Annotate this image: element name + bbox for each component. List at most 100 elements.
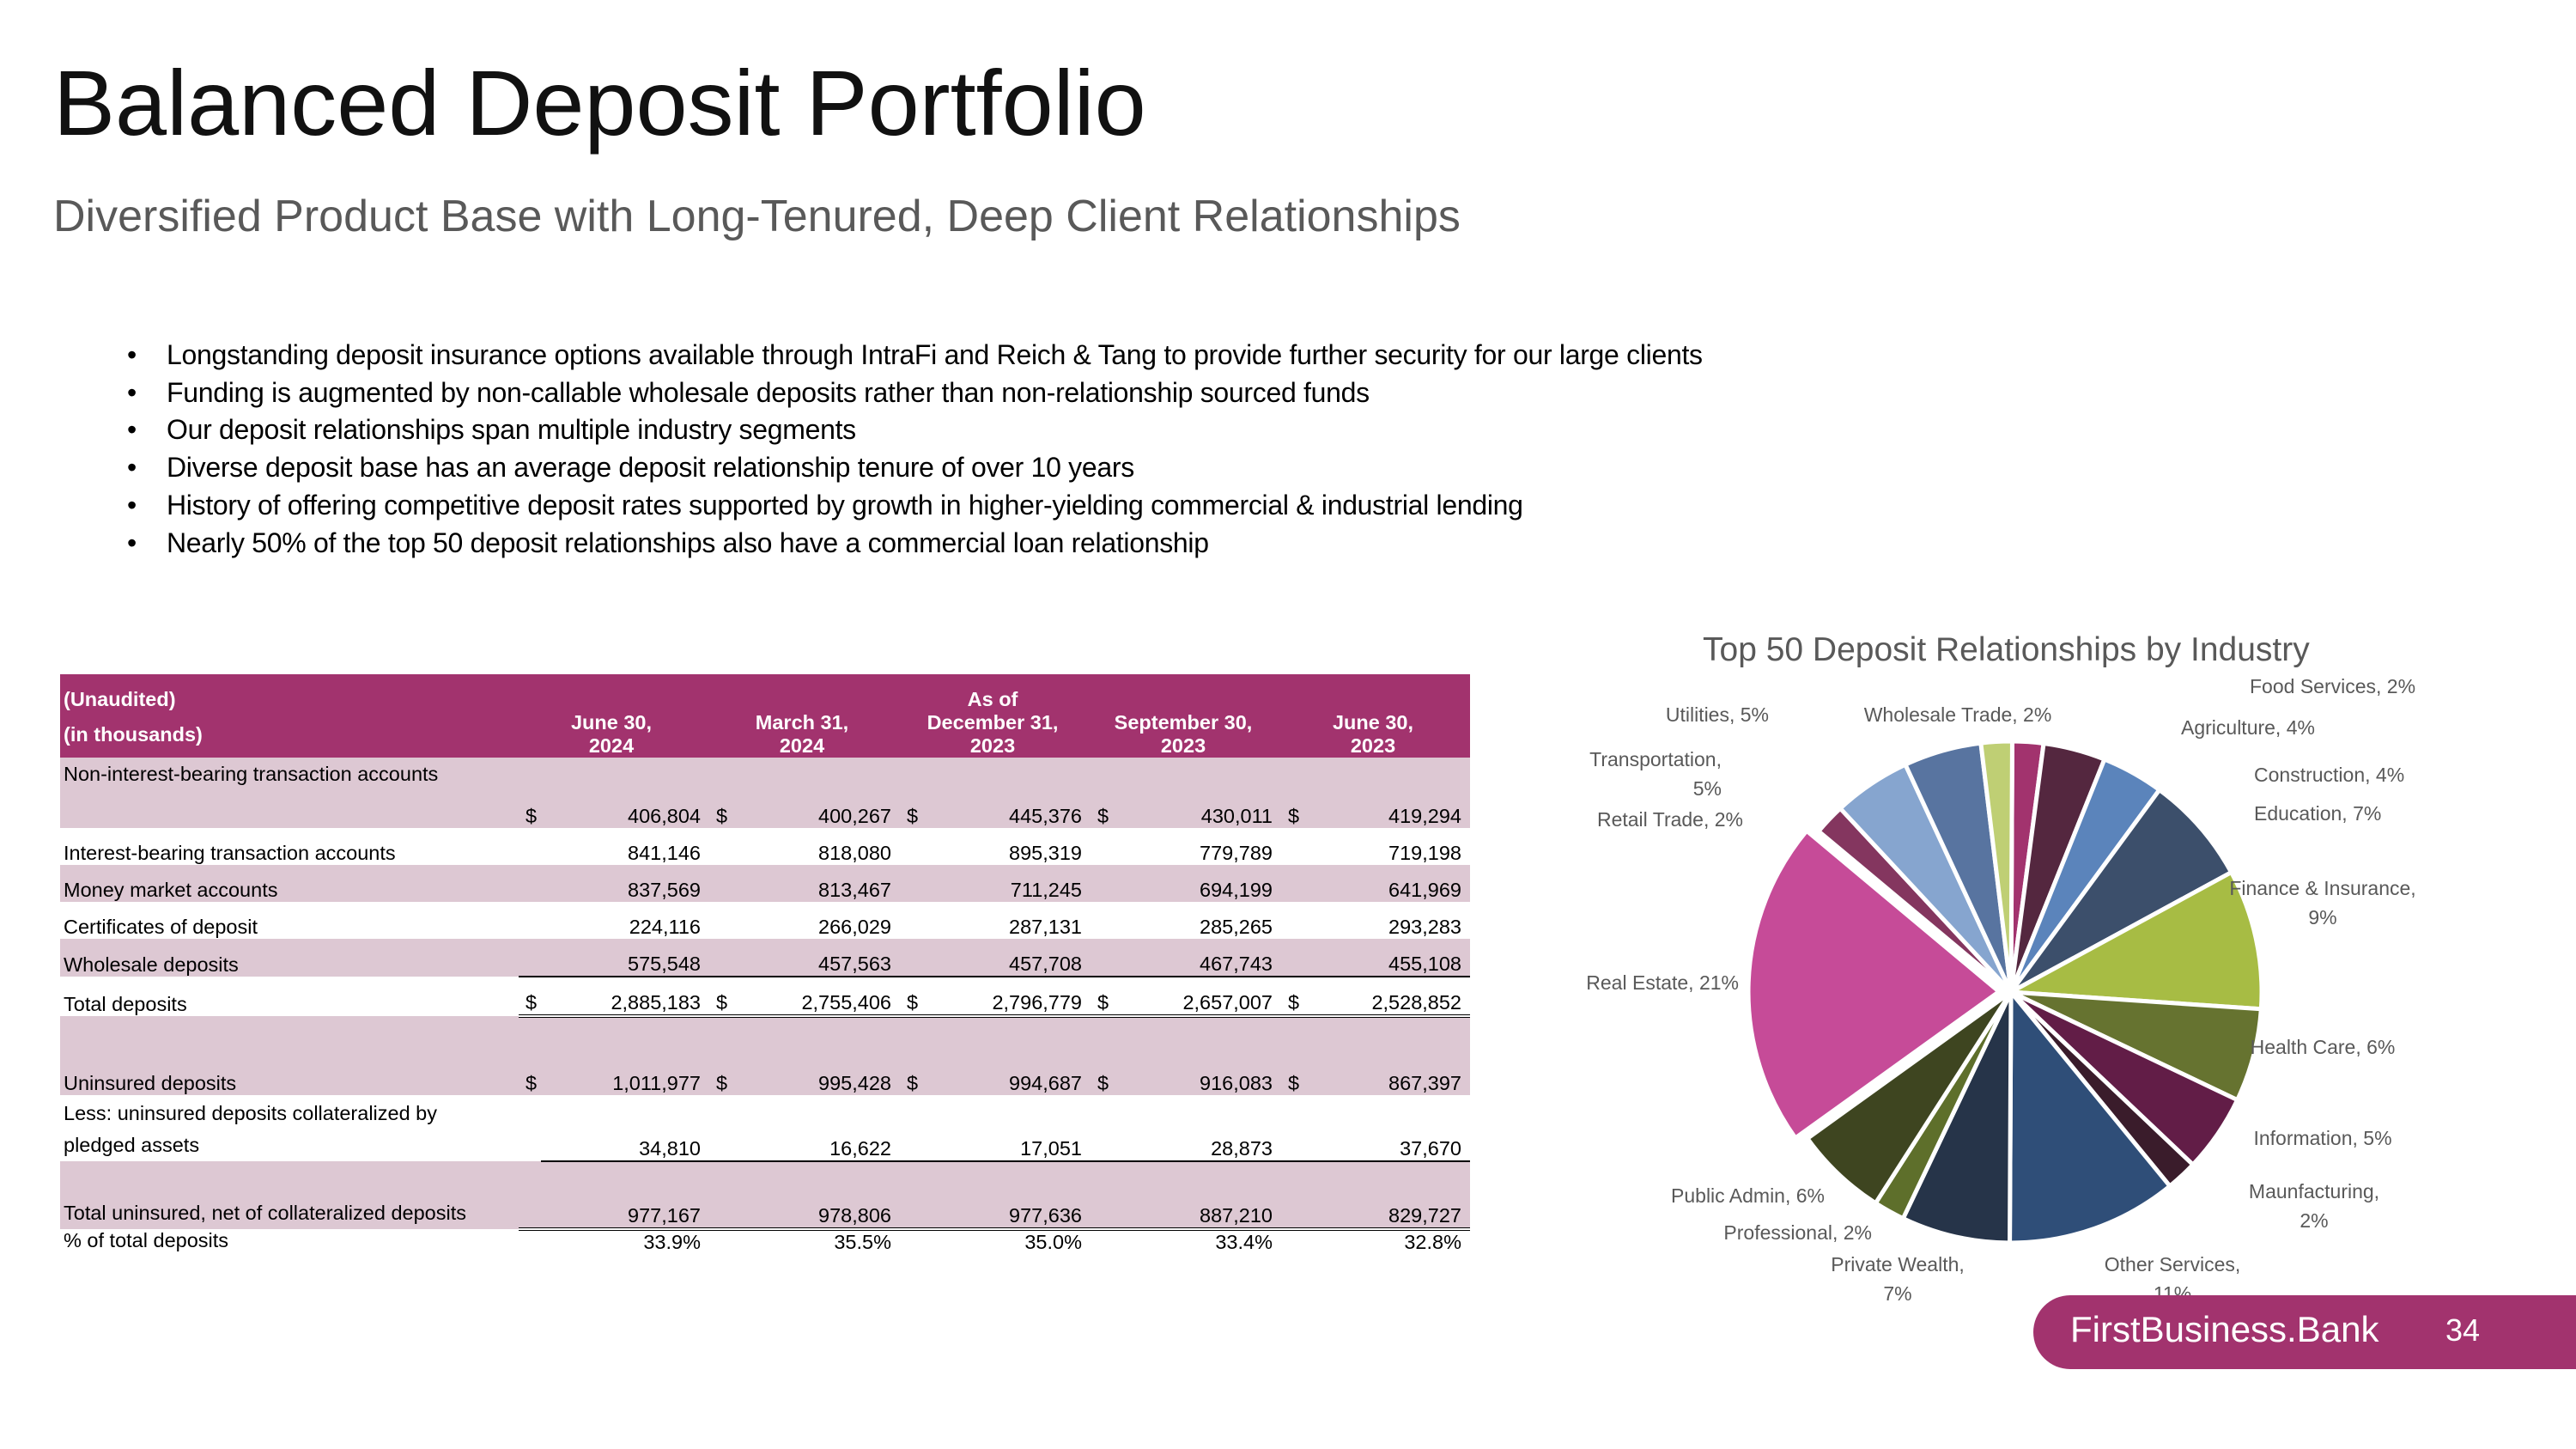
row-label: Uninsured deposits (60, 1016, 519, 1095)
slice-label: Wholesale Trade, 2% (1864, 703, 2052, 726)
bullet-list: Longstanding deposit insurance options a… (127, 337, 1703, 562)
pie-slice (1978, 739, 2014, 993)
cell-value: 813,467 (732, 865, 900, 902)
cell-value: 430,011 (1113, 758, 1281, 828)
cell-value: 457,563 (732, 939, 900, 977)
cell-value: 293,283 (1388, 916, 1461, 938)
dollar-sign: $ (1091, 758, 1113, 828)
bullet-item: History of offering competitive deposit … (127, 487, 1703, 525)
pie-slice (1804, 989, 2014, 1207)
pie-slice (2003, 869, 2264, 1012)
table-row: Money market accounts 837,569 813,467 71… (60, 865, 1470, 902)
footer-bar: FirstBusiness.Bank 34 (2033, 1295, 2576, 1369)
row-label: Non-interest-bearing transaction account… (60, 758, 519, 828)
table-row: Wholesale deposits 575,548 457,563 457,7… (60, 939, 1470, 977)
cell-value: 895,319 (1009, 842, 1082, 864)
bullet-item: Diverse deposit base has an average depo… (127, 449, 1703, 487)
cell-value: 1,011,977 (541, 1016, 709, 1095)
cell-value: 977,636 (922, 1161, 1091, 1231)
page-number: 34 (2445, 1312, 2481, 1348)
slice-label: Information, 5% (2253, 1127, 2391, 1149)
cell-value: 287,131 (1009, 916, 1082, 938)
slice-label: Health Care, 6% (2251, 1036, 2396, 1058)
slice-label: Agriculture, 4% (2181, 716, 2315, 739)
cell-value: 867,397 (1303, 1016, 1470, 1095)
cell-value: 837,569 (541, 865, 709, 902)
slice-label: Finance & Insurance, 9% (2229, 877, 2415, 928)
cell-value: 779,789 (1200, 842, 1273, 864)
cell-value: 467,743 (1113, 939, 1281, 977)
slice-label: Utilities, 5% (1666, 703, 1769, 726)
dollar-sign: $ (900, 1016, 922, 1095)
chart-title: Top 50 Deposit Relationships by Industry (1703, 631, 2310, 668)
cell-value: 419,294 (1303, 758, 1470, 828)
row-label: Money market accounts (60, 865, 519, 902)
slice-label: Food Services, 2% (2250, 675, 2415, 697)
dollar-sign: $ (519, 758, 541, 828)
cell-value: 28,873 (1113, 1095, 1281, 1162)
dollar-sign: $ (709, 976, 732, 1018)
cell-value: 694,199 (1113, 865, 1281, 902)
cell-value: 406,804 (541, 758, 709, 828)
cell-value: 266,029 (818, 916, 891, 938)
cell-value: 916,083 (1113, 1016, 1281, 1095)
unaudited-label: (Unaudited) (60, 674, 519, 711)
cell-value: 224,116 (629, 916, 701, 938)
slice-label: Professional, 2% (1723, 1221, 1872, 1244)
cell-value: 829,727 (1303, 1161, 1470, 1231)
cell-value: 33.4% (1215, 1231, 1273, 1253)
slice-label: Transportation, 5% (1589, 748, 1722, 800)
dollar-sign: $ (900, 976, 922, 1018)
pie-slice (2008, 787, 2234, 995)
cell-value: 575,548 (541, 939, 709, 977)
dollar-sign: $ (519, 976, 541, 1018)
page-subtitle: Diversified Product Base with Long-Tenur… (53, 192, 1461, 241)
row-label: Wholesale deposits (60, 939, 519, 977)
table-header-row: (in thousands) June 30, 2024 March 31, 202… (60, 711, 1470, 758)
table-row: Less: uninsured deposits collateralized … (60, 1095, 1470, 1162)
pie-slice (2008, 986, 2173, 1245)
cell-value: 34,810 (541, 1095, 709, 1162)
as-of-label: As of (900, 674, 1091, 711)
cell-value: 445,376 (922, 758, 1091, 828)
cell-value: 400,267 (732, 758, 900, 828)
cell-value: 2,657,007 (1113, 976, 1281, 1018)
deposits-table: (Unaudited) As of (in thousands) June 30… (60, 674, 1470, 1268)
brand-logo: FirstBusiness.Bank (2070, 1309, 2379, 1349)
cell-value: 285,265 (1200, 916, 1273, 938)
table-row: Uninsured deposits $1,011,977 $995,428 $… (60, 1016, 1470, 1095)
cell-value: 2,796,779 (922, 976, 1091, 1018)
dollar-sign: $ (900, 758, 922, 828)
row-label: % of total deposits (64, 1229, 229, 1251)
cell-value: 35.0% (1024, 1231, 1082, 1253)
dollar-sign: $ (1091, 1016, 1113, 1095)
dollar-sign: $ (519, 1016, 541, 1095)
bullet-item: Nearly 50% of the top 50 deposit relatio… (127, 525, 1703, 563)
cell-value: 455,108 (1303, 939, 1470, 977)
slice-label: Construction, 4% (2254, 764, 2404, 786)
cell-value: 33.9% (643, 1231, 701, 1253)
bullet-item: Funding is augmented by non-callable who… (127, 374, 1703, 412)
dollar-sign: $ (709, 1016, 732, 1095)
row-label: Certificates of deposit (64, 916, 258, 938)
in-thousands-label: (in thousands) (60, 711, 519, 758)
row-label: Total deposits (64, 993, 187, 1015)
slice-label: Private Wealth, 7% (1831, 1253, 1965, 1305)
table-row-total: Total uninsured, net of collateralized d… (60, 1161, 1470, 1231)
slice-label: Retail Trade, 2% (1597, 808, 1743, 831)
cell-value: 37,670 (1303, 1095, 1470, 1162)
slice-label: Education, 7% (2254, 802, 2381, 825)
cell-value: 641,969 (1303, 865, 1470, 902)
table-row: Interest-bearing transaction accounts 84… (60, 828, 1470, 865)
column-header: December 31, 2023 (900, 711, 1091, 758)
column-header: March 31, 2024 (709, 711, 900, 758)
dollar-sign: $ (709, 758, 732, 828)
cell-value: 32.8% (1404, 1231, 1461, 1253)
table-row: Non-interest-bearing transaction account… (60, 758, 1470, 828)
bullet-item: Longstanding deposit insurance options a… (127, 337, 1703, 374)
cell-value: 16,622 (732, 1095, 900, 1162)
slice-label: Maunfacturing, 2% (2249, 1180, 2379, 1232)
pie-slice (1746, 827, 2003, 1142)
cell-value: 711,245 (922, 865, 1091, 902)
page-title: Balanced Deposit Portfolio (53, 51, 1146, 155)
